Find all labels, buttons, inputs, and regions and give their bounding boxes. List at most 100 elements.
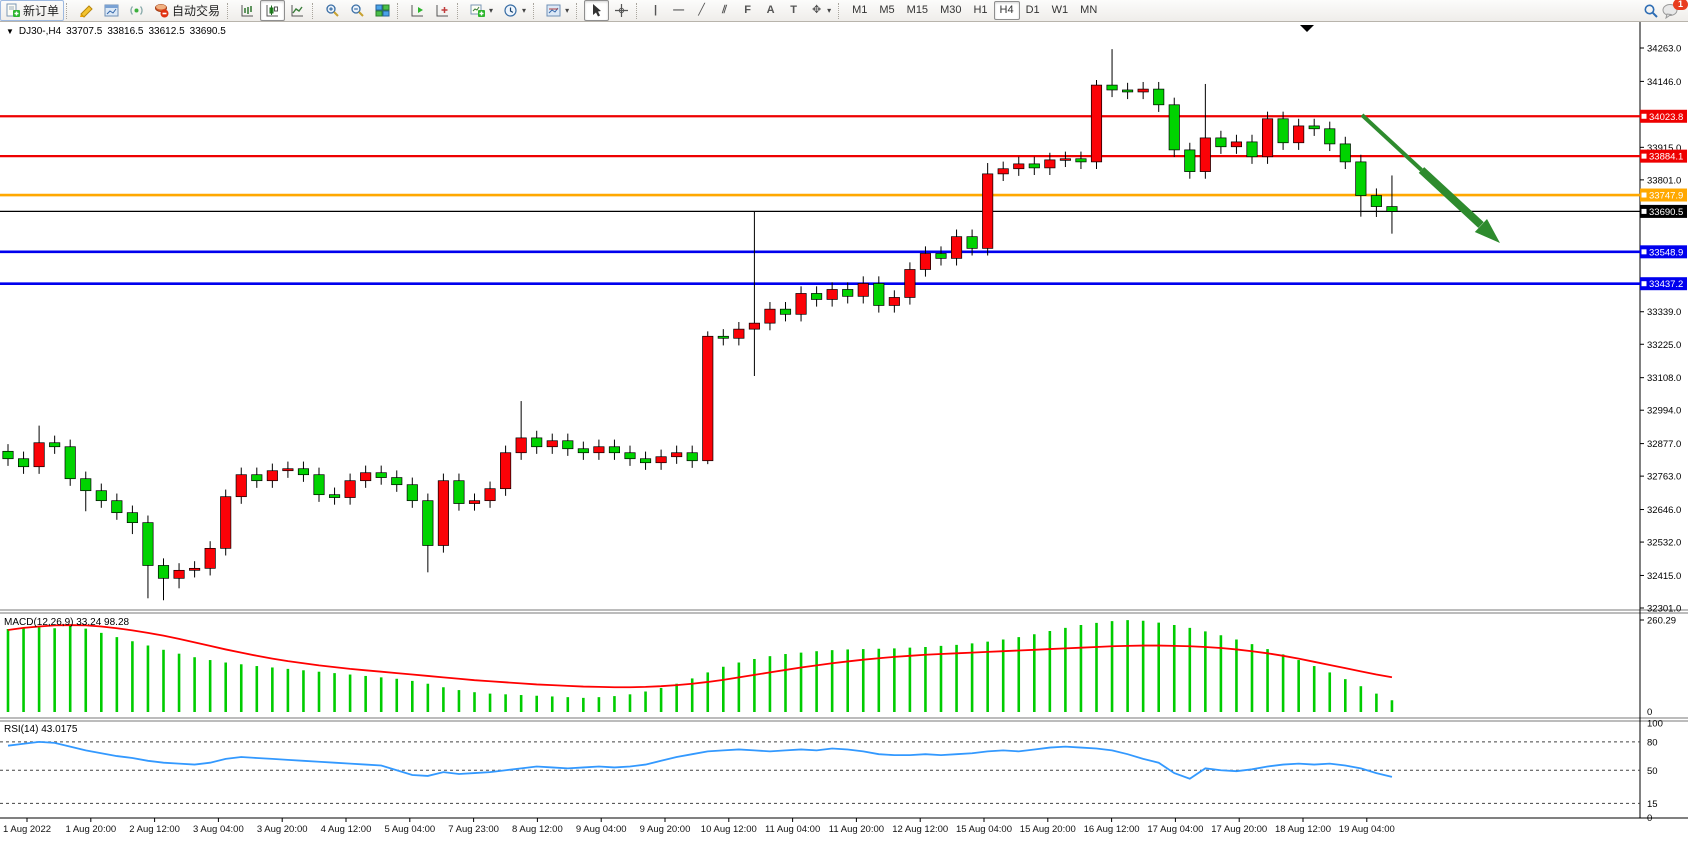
channel-tool-button[interactable]: ⫽ <box>713 0 736 21</box>
chat-notification-icon[interactable]: 1 <box>1662 0 1688 19</box>
fibonacci-icon: F <box>744 4 751 16</box>
price-tick-label: 32301.0 <box>1647 604 1681 615</box>
vertical-line-tool-button[interactable]: | <box>644 0 667 21</box>
time-tick-label: 11 Aug 04:00 <box>765 824 820 835</box>
arrows-tool-button[interactable]: ✥ ▾ <box>805 0 836 21</box>
candle-bearish <box>873 283 885 306</box>
horizontal-line-tool-button[interactable]: — <box>667 0 690 21</box>
time-tick-label: 17 Aug 20:00 <box>1211 824 1267 835</box>
candle-bearish <box>562 440 574 450</box>
bar-chart-type-icon <box>240 3 255 18</box>
candle-bearish <box>313 474 325 496</box>
chevron-down-icon[interactable]: ▼ <box>6 27 14 36</box>
price-tick-label: 33225.0 <box>1647 340 1681 351</box>
badge-marker <box>1641 281 1647 287</box>
macd-scale-min: 0 <box>1647 707 1652 718</box>
time-tick-label: 11 Aug 20:00 <box>829 824 884 835</box>
text-tool-button[interactable]: A <box>759 0 782 21</box>
timeframe-M15[interactable]: M15 <box>906 4 929 16</box>
chevron-down-icon[interactable]: ▾ <box>565 6 570 15</box>
candle-bearish <box>1308 125 1320 130</box>
candle-bullish <box>888 297 900 306</box>
new-order-icon <box>5 3 20 18</box>
toolbar-separator <box>66 2 72 19</box>
chart-autoscroll-button[interactable] <box>405 0 430 21</box>
candle-bearish <box>453 480 465 504</box>
chevron-down-icon[interactable]: ▾ <box>522 6 527 15</box>
line-chart-type-icon <box>290 3 305 18</box>
symbol-header: ▼ DJ30-,H4 33707.5 33816.5 33612.5 33690… <box>6 26 226 37</box>
chart-forward-icon <box>410 3 425 18</box>
toolbar-separator <box>838 2 844 19</box>
timeframe-W1[interactable]: W1 <box>1051 4 1069 16</box>
badge-marker <box>1641 113 1647 119</box>
candle-bearish <box>1339 143 1351 163</box>
candle-bullish <box>204 547 216 569</box>
candle-bullish <box>1261 118 1274 158</box>
crayon-button[interactable] <box>74 0 99 21</box>
signal-button[interactable] <box>124 0 149 21</box>
trendline-tool-button[interactable]: ╱ <box>690 0 713 21</box>
line-chart-type-button[interactable] <box>285 0 310 21</box>
cursor-tool-button[interactable] <box>584 0 610 21</box>
candle-chart-type-button[interactable] <box>260 0 286 21</box>
signal-icon <box>129 3 144 18</box>
tile-windows-button[interactable] <box>370 0 395 21</box>
time-tick-label: 15 Aug 04:00 <box>956 824 1012 835</box>
label-tool-button[interactable]: T <box>782 0 805 21</box>
timeframe-D1[interactable]: D1 <box>1025 4 1040 16</box>
timeframe-M1[interactable]: M1 <box>852 4 868 16</box>
period-button[interactable]: ▾ <box>498 0 531 21</box>
price-badge-label: 33747.9 <box>1649 191 1683 202</box>
timeframe-M5[interactable]: M5 <box>879 4 895 16</box>
zoom-out-button[interactable] <box>345 0 370 21</box>
chevron-down-icon[interactable]: ▾ <box>827 6 832 15</box>
autotrade-button[interactable]: 自动交易 <box>149 0 225 21</box>
time-tick-label: 15 Aug 20:00 <box>1020 824 1076 835</box>
candle-bearish <box>935 253 947 259</box>
candle-bearish <box>842 289 854 297</box>
timeframe-H1[interactable]: H1 <box>973 4 988 16</box>
price-level-badge <box>1640 188 1687 202</box>
toolbar-separator <box>457 2 463 19</box>
price-tick-label: 33801.0 <box>1647 175 1681 186</box>
chart-shift-button[interactable] <box>430 0 455 21</box>
trend-arrow-shaft[interactable] <box>1418 167 1484 228</box>
candle-bearish <box>297 468 309 476</box>
chart-canvas[interactable]: 34263.0 34146.0 33915.0 33801.0 33339.0 33225… <box>0 21 1688 841</box>
crosshair-tool-button[interactable] <box>609 0 634 21</box>
time-tick-label: 10 Aug 12:00 <box>701 824 757 835</box>
candle-bearish <box>1075 158 1087 163</box>
new-order-button[interactable]: 新订单 <box>0 0 65 21</box>
timeframe-bar: M1 M5 M15 M30 H1 H4 D1 W1 MN <box>846 0 1103 21</box>
candle-bearish <box>577 448 589 454</box>
macd-indicator-label: MACD(12,26,9) 33.24 98.28 <box>4 617 130 628</box>
chart-shift-marker[interactable] <box>1300 25 1314 32</box>
timeframe-H4[interactable]: H4 <box>993 1 1020 20</box>
price-tick-label: 32994.0 <box>1647 406 1681 417</box>
new-order-label: 新订单 <box>23 4 60 18</box>
timeframe-M30[interactable]: M30 <box>940 4 962 16</box>
candle-bearish <box>1153 88 1165 106</box>
chart-area[interactable]: 34263.0 34146.0 33915.0 33801.0 33339.0 33225… <box>0 21 1688 841</box>
price-tick-label: 33915.0 <box>1647 143 1681 154</box>
price-badge-label: 33548.9 <box>1649 247 1683 258</box>
trend-arrow-head[interactable] <box>1474 219 1500 243</box>
search-icon[interactable] <box>1643 3 1658 18</box>
chart-window-button[interactable] <box>99 0 124 21</box>
chart-template-button[interactable]: ▾ <box>541 0 574 21</box>
candle-bearish <box>686 452 698 462</box>
candle-bullish <box>593 446 605 454</box>
bar-chart-type-button[interactable] <box>235 0 260 21</box>
candle-bearish <box>422 500 434 546</box>
new-chart-button[interactable]: ▾ <box>465 0 498 21</box>
candle-bearish <box>142 522 154 566</box>
price-tick-label: 34263.0 <box>1647 44 1681 55</box>
timeframe-MN[interactable]: MN <box>1080 4 1098 16</box>
trend-arrow-shaft[interactable] <box>1360 113 1423 172</box>
time-tick-label: 1 Aug 20:00 <box>65 824 116 835</box>
chevron-down-icon[interactable]: ▾ <box>489 6 494 15</box>
fibonacci-tool-button[interactable]: F <box>736 0 759 21</box>
candle-bearish <box>1277 118 1289 144</box>
zoom-in-button[interactable] <box>320 0 345 21</box>
